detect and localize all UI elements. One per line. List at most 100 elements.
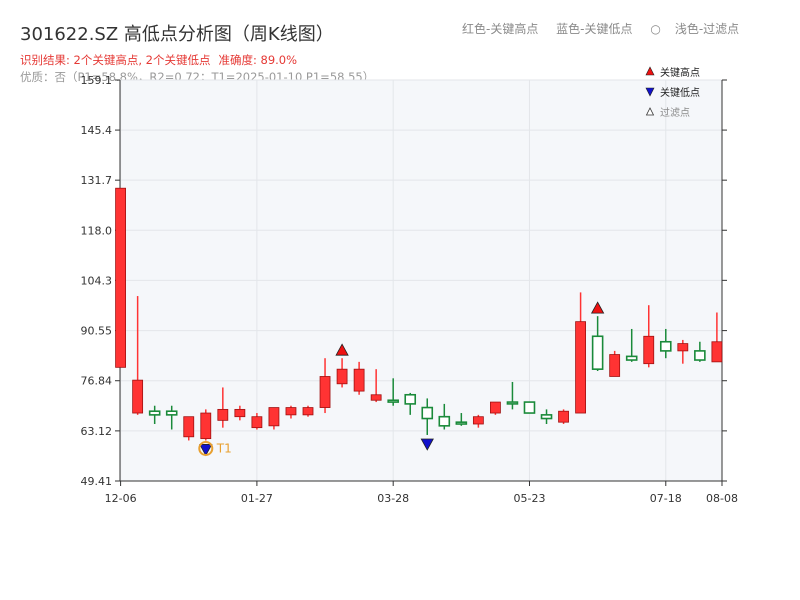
y-tick-label: 49.41 bbox=[81, 475, 113, 488]
candle bbox=[148, 405, 161, 425]
candle-body bbox=[387, 399, 399, 403]
candle bbox=[387, 378, 399, 406]
accuracy-text: 准确度: 89.0% bbox=[218, 53, 298, 67]
candle bbox=[523, 401, 536, 414]
candle-body bbox=[472, 416, 484, 425]
candle bbox=[711, 312, 723, 363]
candle bbox=[370, 369, 382, 403]
candle bbox=[540, 409, 553, 425]
key-low-marker bbox=[420, 438, 434, 451]
candle bbox=[625, 328, 638, 362]
y-tick-label: 63.12 bbox=[81, 425, 113, 438]
candle-body bbox=[302, 407, 314, 416]
legend-label: 关键高点 bbox=[660, 66, 700, 79]
legend-blue-low: 蓝色-关键低点 bbox=[556, 22, 633, 36]
y-tick-label: 159.1 bbox=[81, 74, 113, 87]
x-tick-label: 01-27 bbox=[241, 492, 273, 505]
y-tick-label: 118.0 bbox=[81, 224, 113, 237]
legend-filtered-icon bbox=[645, 107, 655, 116]
candle-body bbox=[353, 368, 365, 392]
candle-body bbox=[575, 321, 586, 414]
candle-body bbox=[659, 340, 672, 352]
candle-body bbox=[268, 407, 280, 427]
candle-body bbox=[694, 350, 706, 361]
candle-body bbox=[165, 410, 178, 416]
candle-body bbox=[336, 368, 348, 385]
candle bbox=[455, 413, 468, 426]
y-tick-label: 76.84 bbox=[81, 375, 113, 388]
candle-body bbox=[591, 335, 604, 370]
legend-filtered: ○ 浅色-过滤点 bbox=[650, 22, 753, 36]
candle-body bbox=[148, 410, 161, 416]
x-tick-label: 12-06 bbox=[105, 492, 137, 505]
top-legend: 红色-关键高点 蓝色-关键低点 ○ 浅色-过滤点 bbox=[462, 20, 753, 37]
candle-body bbox=[540, 414, 553, 420]
candle bbox=[404, 392, 417, 415]
legend-high-icon bbox=[645, 66, 655, 76]
candle bbox=[506, 381, 519, 410]
candle-body bbox=[609, 354, 621, 377]
axes: 49.41 63.12 76.84 90.55 104.3 118.0 131.7 145.4… bbox=[81, 74, 738, 505]
y-tick-label: 131.7 bbox=[81, 174, 113, 187]
candle-body bbox=[506, 401, 519, 405]
chart-title: 301622.SZ 高低点分析图（周K线图） bbox=[20, 24, 334, 45]
candle-body bbox=[115, 187, 126, 368]
candle-body bbox=[200, 412, 212, 440]
candle-body bbox=[643, 335, 655, 365]
key-low-marker bbox=[199, 444, 213, 457]
candle bbox=[336, 358, 348, 388]
candle bbox=[659, 328, 672, 359]
candle bbox=[609, 350, 621, 377]
candle bbox=[353, 361, 365, 395]
candle bbox=[234, 405, 246, 421]
y-tick-label: 90.55 bbox=[81, 325, 113, 338]
candle bbox=[472, 414, 484, 428]
x-tick-label: 03-28 bbox=[377, 492, 409, 505]
candle bbox=[558, 409, 569, 425]
candle-body bbox=[523, 401, 536, 414]
candle bbox=[132, 296, 144, 415]
candle-body bbox=[370, 394, 382, 401]
candle-body bbox=[319, 376, 331, 408]
hollow-circle-icon: ○ bbox=[650, 22, 661, 36]
candle bbox=[677, 339, 689, 364]
candle-body bbox=[558, 410, 569, 423]
candle-body bbox=[183, 416, 195, 438]
candle-body bbox=[438, 415, 451, 427]
candles bbox=[115, 187, 723, 441]
annotation-label: T1 bbox=[216, 441, 232, 455]
candle-body bbox=[625, 355, 638, 361]
legend-label: 过滤点 bbox=[660, 106, 690, 119]
result-text: 识别结果: 2个关键高点, 2个关键低点 bbox=[20, 53, 211, 67]
candle bbox=[438, 403, 451, 430]
legend-red-high: 红色-关键高点 bbox=[462, 22, 539, 36]
candle bbox=[302, 405, 314, 417]
candle-body bbox=[677, 343, 689, 352]
candle bbox=[183, 416, 195, 441]
candle bbox=[217, 387, 229, 428]
legend-low-icon bbox=[645, 87, 655, 97]
candle-body bbox=[251, 416, 263, 429]
candle bbox=[575, 292, 586, 414]
candle bbox=[285, 405, 297, 419]
candle-body bbox=[490, 401, 501, 414]
candle bbox=[591, 316, 604, 371]
candle-body bbox=[234, 408, 246, 418]
candle-body bbox=[455, 421, 468, 425]
candle bbox=[643, 305, 655, 368]
legend-filtered-label: 浅色-过滤点 bbox=[674, 22, 740, 36]
candle-body bbox=[404, 393, 417, 405]
candle bbox=[421, 398, 434, 435]
candle bbox=[694, 341, 706, 362]
candle bbox=[490, 401, 501, 415]
candle-body bbox=[285, 407, 297, 416]
x-tick-label: 08-08 bbox=[706, 492, 738, 505]
candle-body bbox=[421, 406, 434, 420]
candle-body bbox=[132, 379, 144, 414]
x-tick-label: 07-18 bbox=[650, 492, 682, 505]
candle bbox=[319, 358, 331, 414]
markers: T1 bbox=[198, 301, 605, 457]
legend-label: 关键低点 bbox=[660, 86, 700, 99]
